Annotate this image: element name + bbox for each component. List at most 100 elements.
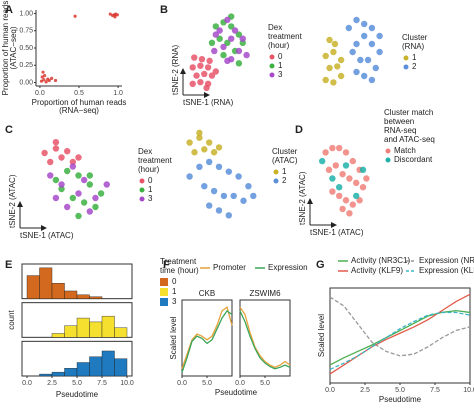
legend-label: 1 xyxy=(282,167,287,176)
plot-frame xyxy=(329,287,471,384)
legend-swatch xyxy=(403,64,409,70)
point xyxy=(353,68,360,76)
point xyxy=(58,154,65,161)
line xyxy=(239,306,291,369)
line xyxy=(329,296,471,357)
x-tick-label: 7.5 xyxy=(430,387,440,394)
point xyxy=(353,40,360,48)
point xyxy=(111,13,115,18)
point xyxy=(69,158,77,166)
point xyxy=(231,27,239,34)
line xyxy=(239,310,291,370)
point xyxy=(250,192,257,200)
legend-swatch xyxy=(160,288,168,296)
legend-label: Discordant xyxy=(394,155,433,164)
point xyxy=(357,56,364,64)
legend-title: treatment xyxy=(268,32,303,41)
legend-title: time (hour) xyxy=(160,266,199,275)
point xyxy=(86,181,94,188)
y-tick-label: 0.25 xyxy=(19,62,33,69)
point xyxy=(43,74,47,78)
y-axis-label: Proportion of human reads xyxy=(1,1,10,96)
point xyxy=(39,79,44,83)
point xyxy=(204,64,212,71)
bar xyxy=(101,350,115,377)
point xyxy=(230,192,237,200)
bar xyxy=(114,327,128,338)
point xyxy=(206,158,213,166)
point xyxy=(322,76,329,84)
point xyxy=(243,51,250,59)
point xyxy=(349,201,356,208)
legend-label: 2 xyxy=(412,62,417,71)
point xyxy=(330,48,337,56)
point xyxy=(235,47,243,55)
x-axis-label: Proportion of human reads xyxy=(32,98,127,107)
legend-title: (RNA) xyxy=(402,42,425,51)
point xyxy=(206,57,213,65)
point xyxy=(52,139,60,146)
point xyxy=(345,24,352,32)
point xyxy=(235,31,243,38)
point xyxy=(86,208,94,215)
legend-label: Expression (NR3C1) xyxy=(419,256,474,265)
legend-swatch xyxy=(139,178,145,184)
point xyxy=(334,63,341,70)
x-axis-label: tSNE-1 (RNA) xyxy=(183,98,234,107)
point xyxy=(225,212,232,219)
panel-label: B xyxy=(160,4,168,16)
point xyxy=(342,197,350,204)
facet-title: ZSWIM6 xyxy=(249,289,281,298)
bar xyxy=(64,325,78,338)
point xyxy=(73,14,77,18)
bar xyxy=(114,358,128,377)
point xyxy=(336,144,343,152)
y-axis-label: count xyxy=(7,309,16,329)
point xyxy=(75,172,82,179)
point xyxy=(103,181,110,188)
point xyxy=(235,60,243,67)
legend-label: 1 xyxy=(172,287,177,296)
panel-label: A xyxy=(5,4,13,16)
legend-label: 1 xyxy=(278,61,283,70)
point xyxy=(224,39,231,46)
point xyxy=(353,179,360,187)
y-axis-label: tSNE-2 (ATAC) xyxy=(298,171,307,225)
point xyxy=(63,203,71,211)
point xyxy=(75,190,82,197)
point xyxy=(50,76,54,80)
legend-title: RNA-seq xyxy=(384,126,416,135)
point xyxy=(191,149,198,156)
point xyxy=(332,162,339,169)
bar xyxy=(51,283,65,299)
bar xyxy=(76,294,90,299)
point xyxy=(239,35,246,42)
point xyxy=(212,23,219,30)
panel-label: E xyxy=(5,259,12,271)
point xyxy=(58,181,65,188)
point xyxy=(359,184,367,191)
legend-swatch xyxy=(385,148,391,154)
point xyxy=(245,183,252,190)
point xyxy=(319,157,326,165)
legend-label: Expression xyxy=(268,263,308,272)
x-tick-label: 0.0 xyxy=(235,380,245,387)
point xyxy=(52,194,60,202)
point xyxy=(42,78,46,82)
point xyxy=(212,68,219,75)
x-axis-label: Pseudotime xyxy=(215,388,258,397)
legend-label: 3 xyxy=(148,194,153,203)
point xyxy=(235,173,242,180)
point xyxy=(63,167,71,175)
point xyxy=(337,72,345,80)
point xyxy=(215,163,223,170)
point xyxy=(193,72,200,79)
point xyxy=(220,192,228,200)
point xyxy=(189,80,196,88)
point xyxy=(208,39,216,46)
point xyxy=(75,154,82,161)
point xyxy=(368,76,376,84)
point xyxy=(86,172,94,179)
legend-swatch xyxy=(385,157,391,163)
